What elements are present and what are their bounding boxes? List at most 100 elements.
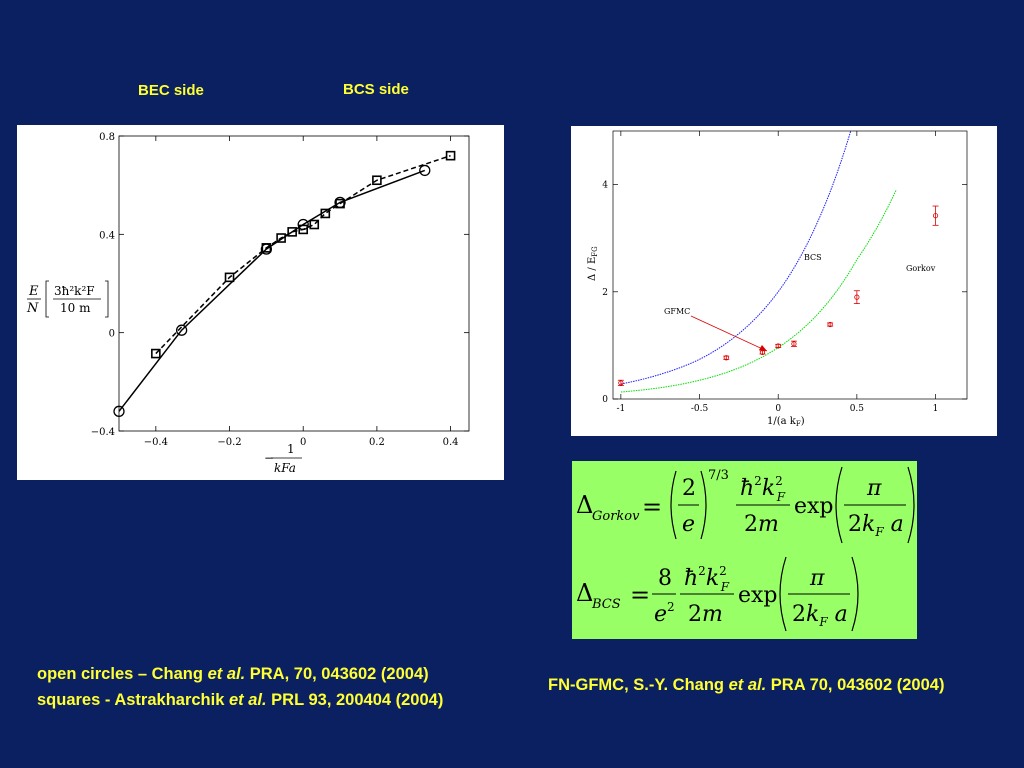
x-tick-label: −0.2 xyxy=(217,437,241,448)
gorkov-hbar-term: ħ2k2 F 2m xyxy=(736,474,790,537)
square-point xyxy=(445,150,456,161)
svg-text:2m: 2m xyxy=(688,602,723,627)
gap-chart: -1 -0.5 0 0.5 1 0 2 4 Δ / EFG 1/(a kF) BCS Gork… xyxy=(587,130,968,428)
circle-series-line xyxy=(118,169,426,412)
gfmc-arrowhead xyxy=(759,345,767,351)
gap-chart-panel: -1 -0.5 0 0.5 1 0 2 4 Δ / EFG 1/(a kF) BCS Gork… xyxy=(571,126,997,436)
caption-1-etal: et al. xyxy=(207,665,246,683)
bcs-pi: π xyxy=(809,566,825,591)
bcs-curve xyxy=(620,131,852,385)
caption-2-ref: PRL 93, 200404 (2004) xyxy=(266,691,444,709)
square-point xyxy=(335,198,345,209)
gfmc-point xyxy=(775,343,781,349)
gorkov-pi: π xyxy=(866,476,882,501)
y-tick-label: 0.4 xyxy=(99,230,115,241)
bec-side-label: BEC side xyxy=(138,82,204,99)
gfmc-point xyxy=(827,321,833,328)
gfmc-annotation: GFMC xyxy=(664,307,690,316)
svg-text:e2: e2 xyxy=(654,600,675,627)
x-tick-label: 0.4 xyxy=(443,437,459,448)
y-tick-label: −0.4 xyxy=(91,427,115,438)
bcs-side-label: BCS side xyxy=(343,81,409,98)
bcs-equals: = xyxy=(630,581,650,609)
x-axis-label: 1 − kFa xyxy=(264,442,302,475)
plot-frame xyxy=(118,135,470,432)
square-point xyxy=(224,272,235,283)
gap-x-tick-label: -0.5 xyxy=(691,404,709,414)
circle-point xyxy=(113,405,125,417)
gfmc-point xyxy=(791,341,797,347)
y-tick-label: 0.8 xyxy=(99,132,115,143)
gap-x-tick-label: 0.5 xyxy=(850,404,865,414)
formula-box: Δ Gorkov = 2 e 7/3 ħ2k2 F 2m exp π 2kF a … xyxy=(572,461,917,639)
caption-line-2: squares - Astrakharchik et al. PRL 93, 2… xyxy=(37,687,443,713)
square-point xyxy=(309,219,320,230)
gap-y-tick-label: 4 xyxy=(602,181,608,191)
gorkov-annotation: Gorkov xyxy=(906,264,936,273)
bcs-subscript: BCS xyxy=(591,597,621,612)
gap-x-label: 1/(a kF) xyxy=(767,416,805,428)
y-label-denominator: 10 m xyxy=(60,301,91,315)
square-point xyxy=(320,208,331,219)
square-point xyxy=(372,175,382,186)
energy-chart: −0.4 −0.2 0 0.2 0.4 −0.4 0 0.4 0.8 E N 3ħ²k²F 10… xyxy=(26,132,470,475)
gap-plot-frame xyxy=(612,130,968,400)
gap-x-tick-label: 0 xyxy=(775,404,781,414)
bcs-formula: Δ BCS = 8 e2 ħ2k2 F 2m exp π 2kF a xyxy=(576,556,859,632)
x-label-denominator: kFa xyxy=(274,461,296,475)
gorkov-curve xyxy=(620,189,897,393)
bcs-exp: exp xyxy=(738,583,778,608)
gfmc-point xyxy=(723,355,729,361)
x-label-minus: − xyxy=(264,451,274,465)
left-caption: open circles – Chang et al. PRA, 70, 043… xyxy=(37,661,443,713)
y-label-N: N xyxy=(26,301,39,316)
gap-y-label: Δ / EFG xyxy=(587,246,599,281)
gap-y-tick-label: 0 xyxy=(602,395,608,405)
gorkov-formula: Δ Gorkov = 2 e 7/3 ħ2k2 F 2m exp π 2kF a xyxy=(576,466,915,544)
square-point xyxy=(261,243,272,253)
gap-y-tick-label: 2 xyxy=(602,288,608,298)
gap-x-tick-label: -1 xyxy=(616,404,625,414)
gorkov-two: 2 xyxy=(682,476,696,501)
square-series-line xyxy=(155,154,451,355)
gap-formulas: Δ Gorkov = 2 e 7/3 ħ2k2 F 2m exp π 2kF a … xyxy=(576,466,915,632)
caption-line-1: open circles – Chang et al. PRA, 70, 043… xyxy=(37,661,443,687)
y-tick-label: 0 xyxy=(109,329,115,340)
caption-1-ref: PRA, 70, 043602 (2004) xyxy=(245,665,429,683)
gorkov-e: e xyxy=(682,512,695,537)
right-caption-etal: et al. xyxy=(728,676,767,694)
caption-2-etal: et al. xyxy=(228,691,267,709)
circle-point xyxy=(175,324,188,336)
caption-2-text: squares - Astrakharchik xyxy=(37,691,229,709)
energy-chart-panel: −0.4 −0.2 0 0.2 0.4 −0.4 0 0.4 0.8 E N 3ħ²k²F 10… xyxy=(17,125,504,480)
bcs-eight: 8 xyxy=(658,566,672,591)
gfmc-point xyxy=(854,294,860,300)
gorkov-equals: = xyxy=(642,493,662,521)
svg-text:ħ2k2F: ħ2k2 F xyxy=(684,564,730,594)
gfmc-point xyxy=(932,213,939,219)
circle-point xyxy=(419,164,431,177)
square-point xyxy=(298,224,309,235)
svg-text:2m: 2m xyxy=(744,512,779,537)
gorkov-exponent: 7/3 xyxy=(708,468,729,483)
bcs-hbar-term: ħ2k2 F 2m xyxy=(680,564,734,627)
gorkov-subscript: Gorkov xyxy=(592,509,640,524)
gorkov-delta: Δ xyxy=(576,491,593,519)
y-axis-label: E N 3ħ²k²F 10 m xyxy=(26,280,109,318)
svg-text:ħ2k2F: ħ2k2 F xyxy=(740,474,786,504)
svg-text:2kF a: 2kF a xyxy=(792,602,848,629)
square-point xyxy=(287,227,297,237)
bcs-delta: Δ xyxy=(576,579,593,607)
x-tick-label: −0.4 xyxy=(144,437,168,448)
gfmc-arrow xyxy=(690,315,768,352)
svg-text:2kF a: 2kF a xyxy=(848,512,904,539)
square-point xyxy=(276,233,286,243)
x-tick-label: 0.2 xyxy=(369,437,385,448)
y-label-numerator: 3ħ²k²F xyxy=(54,284,95,298)
gap-x-tick-label: 1 xyxy=(933,404,939,414)
bcs-annotation: BCS xyxy=(804,253,822,262)
gfmc-point xyxy=(618,380,624,386)
y-label-E: E xyxy=(28,284,39,299)
square-point xyxy=(151,348,161,359)
gorkov-exp: exp xyxy=(794,494,834,519)
